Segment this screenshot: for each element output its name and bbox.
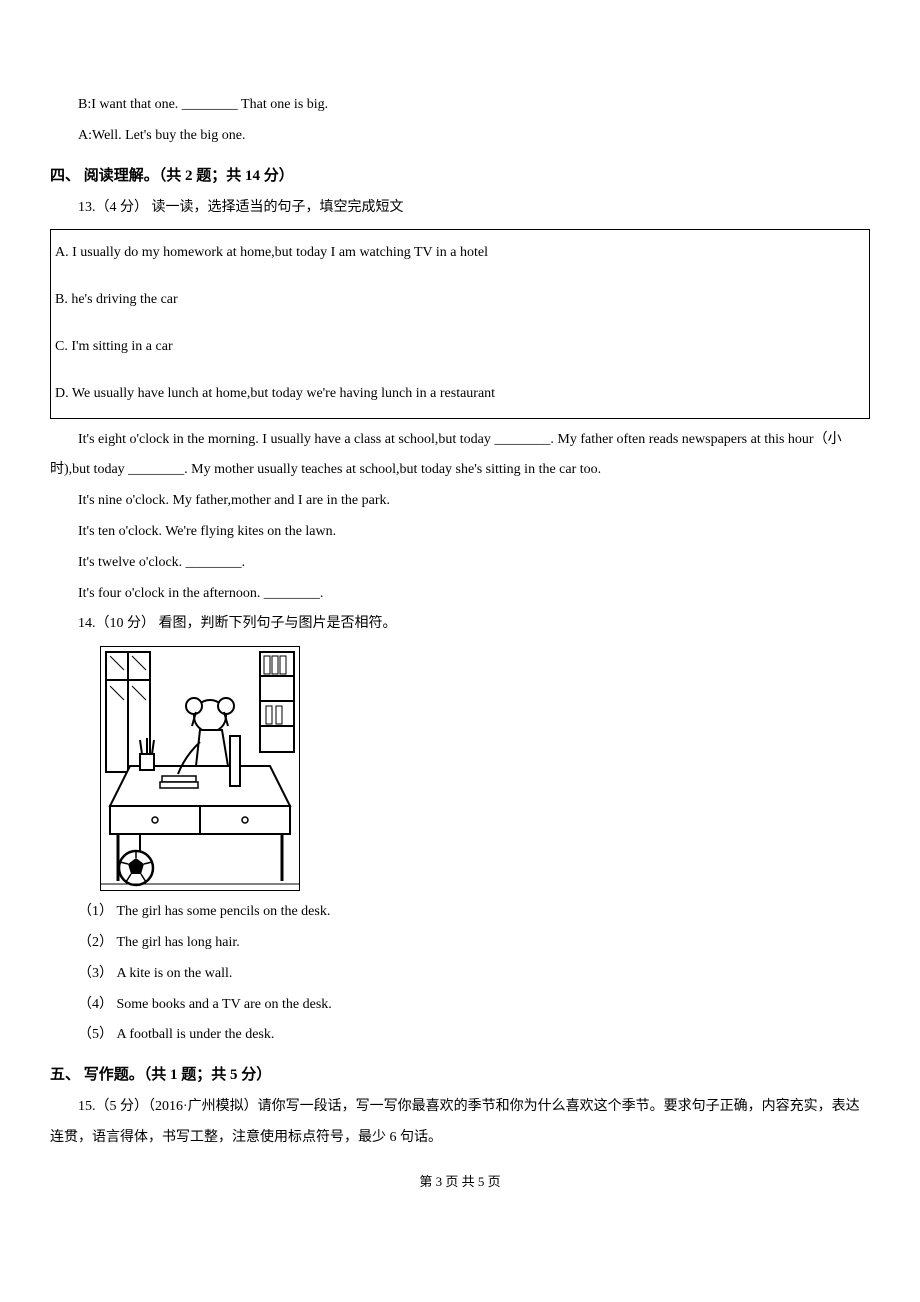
q13-passage-3: It's ten o'clock. We're flying kites on … [50, 517, 870, 548]
q13-option-b: B. he's driving the car [51, 277, 869, 324]
q13-option-a: A. I usually do my homework at home,but … [51, 230, 869, 277]
section-5-header: 五、 写作题。（共 1 题；共 5 分） [50, 1059, 870, 1092]
q13-prompt: 13.（4 分） 读一读，选择适当的句子，填空完成短文 [50, 193, 870, 224]
q13-options-box: A. I usually do my homework at home,but … [50, 229, 870, 418]
section-4-header: 四、 阅读理解。（共 2 题；共 14 分） [50, 160, 870, 193]
q15-prompt: 15.（5 分）（2016·广州模拟）请你写一段话，写一写你最喜欢的季节和你为什… [50, 1092, 870, 1154]
q14-illustration [100, 646, 870, 891]
q14-item-5: （5） A football is under the desk. [50, 1020, 870, 1051]
q14-item-3: （3） A kite is on the wall. [50, 959, 870, 990]
q13-option-c: C. I'm sitting in a car [51, 324, 869, 371]
dialogue-line-a: A:Well. Let's buy the big one. [50, 121, 870, 152]
q13-option-d: D. We usually have lunch at home,but tod… [51, 371, 869, 418]
q14-item-1: （1） The girl has some pencils on the des… [50, 897, 870, 928]
q13-passage-1: It's eight o'clock in the morning. I usu… [50, 425, 870, 487]
q13-passage-2: It's nine o'clock. My father,mother and … [50, 486, 870, 517]
q13-passage-5: It's four o'clock in the afternoon. ____… [50, 579, 870, 610]
q14-item-2: （2） The girl has long hair. [50, 928, 870, 959]
q13-passage-4: It's twelve o'clock. ________. [50, 548, 870, 579]
dialogue-line-b: B:I want that one. ________ That one is … [50, 90, 870, 121]
q14-prompt: 14.（10 分） 看图，判断下列句子与图片是否相符。 [50, 609, 870, 640]
q14-item-4: （4） Some books and a TV are on the desk. [50, 990, 870, 1021]
page-footer: 第 3 页 共 5 页 [50, 1168, 870, 1197]
